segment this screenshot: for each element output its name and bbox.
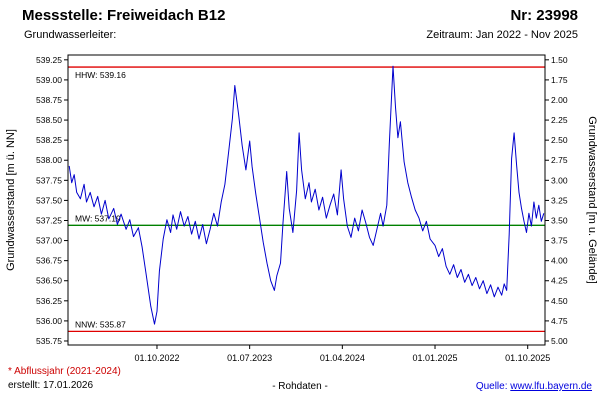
y-left-tick-label: 537.00 (36, 236, 62, 246)
refline-label-nnw: NNW: 535.87 (75, 319, 126, 329)
y-right-tick-label: 4.25 (551, 276, 568, 286)
y-left-tick-label: 536.75 (36, 256, 62, 266)
y-right-tick-label: 1.75 (551, 75, 568, 85)
y-left-tick-label: 535.75 (36, 336, 62, 346)
y-axis-title-left: Grundwasserstand [m ü. NN] (5, 129, 17, 271)
source-line: Quelle: www.lfu.bayern.de (476, 381, 592, 392)
y-right-tick-label: 3.50 (551, 215, 568, 225)
y-right-tick-label: 2.50 (551, 135, 568, 145)
y-left-tick-label: 539.00 (36, 75, 62, 85)
y-left-tick-label: 536.50 (36, 276, 62, 286)
y-right-tick-label: 2.00 (551, 95, 568, 105)
refline-label-hhw: HHW: 539.16 (75, 70, 126, 80)
x-tick-label: 01.04.2024 (320, 353, 365, 363)
y-left-tick-label: 538.75 (36, 95, 62, 105)
groundwater-chart: HHW: 539.16 MW: 537.19 NNW: 535.87 539.25 53… (5, 54, 598, 363)
y-left-tick-label: 538.00 (36, 155, 62, 165)
plot-border (67, 54, 546, 346)
y-right-tick-label: 3.00 (551, 175, 568, 185)
y-right-tick-label: 4.75 (551, 316, 568, 326)
y-left-tick-label: 537.50 (36, 195, 62, 205)
y-right-tick-label: 4.50 (551, 296, 568, 306)
groundwater-level-line (68, 65, 545, 325)
source-link[interactable]: www.lfu.bayern.de (510, 381, 592, 392)
y-right-tick-label: 1.50 (551, 55, 568, 65)
y-left-tick-label: 538.25 (36, 135, 62, 145)
footnote-abflussjahr: * Abflussjahr (2021-2024) (8, 366, 121, 377)
x-tick-label: 01.10.2022 (134, 353, 179, 363)
y-right-tick-label: 5.00 (551, 336, 568, 346)
aquifer-label: Grundwasserleiter: (24, 29, 117, 41)
y-right-tick-label: 4.00 (551, 256, 568, 266)
source-label: Quelle: (475, 381, 511, 392)
y-right-tick-label: 2.25 (551, 115, 568, 125)
x-tick-label: 01.01.2025 (412, 353, 457, 363)
data-type-label: - Rohdaten - (272, 381, 328, 392)
y-left-tick-label: 536.00 (36, 316, 62, 326)
y-left-tick-label: 538.50 (36, 115, 62, 125)
y-left-tick-label: 539.25 (36, 55, 62, 65)
y-right-tick-label: 3.25 (551, 195, 568, 205)
created-date: erstellt: 17.01.2026 (8, 380, 94, 391)
x-tick-label: 01.10.2025 (505, 353, 550, 363)
page-title: Messstelle: Freiweidach B12 (22, 7, 226, 24)
period-label: Zeitraum: Jan 2022 - Nov 2025 (426, 29, 578, 41)
y-axis-title-right: Grundwasserstand [m u. Gelände] (586, 116, 598, 284)
y-left-tick-label: 537.25 (36, 215, 62, 225)
y-right-tick-label: 3.75 (551, 236, 568, 246)
y-left-tick-label: 537.75 (36, 175, 62, 185)
y-right-tick-label: 2.75 (551, 155, 568, 165)
x-tick-label: 01.07.2023 (227, 353, 272, 363)
station-number: Nr: 23998 (510, 7, 578, 24)
refline-label-mw: MW: 537.19 (75, 213, 121, 223)
y-left-tick-label: 536.25 (36, 296, 62, 306)
